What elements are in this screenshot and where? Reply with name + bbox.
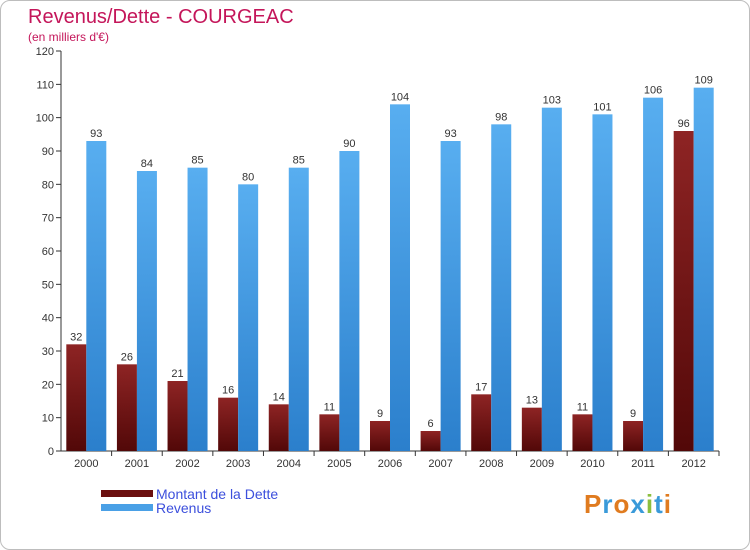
bar-dette (370, 421, 390, 451)
data-label-dette: 14 (273, 391, 285, 403)
y-tick-label: 110 (36, 79, 54, 91)
bar-revenus (440, 141, 461, 451)
bar-revenus (541, 107, 562, 452)
data-label-revenus: 103 (543, 95, 561, 107)
data-label-revenus: 85 (191, 155, 203, 167)
data-label-dette: 26 (121, 351, 133, 363)
bars-group (66, 87, 714, 452)
data-label-dette: 96 (678, 118, 690, 130)
data-label-dette: 21 (171, 368, 183, 380)
bar-revenus (390, 104, 410, 451)
x-tick-label: 2006 (378, 458, 402, 470)
x-tick-label: 2004 (277, 458, 301, 470)
legend-label-debt: Montant de la Dette (156, 486, 279, 502)
data-label-dette: 17 (475, 381, 487, 393)
bar-dette (521, 407, 542, 451)
bar-revenus (288, 167, 309, 451)
data-label-dette: 11 (577, 401, 588, 413)
data-label-revenus: 85 (293, 155, 305, 167)
bar-dette (167, 381, 188, 451)
data-label-revenus: 93 (444, 128, 456, 140)
y-tick-label: 20 (42, 379, 54, 391)
bar-dette (420, 431, 441, 451)
legend-swatch-debt (101, 490, 153, 497)
x-tick-label: 2002 (175, 458, 199, 470)
bar-revenus (187, 167, 208, 451)
x-tick-label: 2011 (631, 458, 655, 470)
x-tick-label: 2009 (530, 458, 554, 470)
data-label-revenus: 109 (695, 75, 713, 87)
y-tick-label: 100 (36, 113, 54, 125)
data-label-dette: 11 (324, 401, 335, 413)
data-label-dette: 13 (526, 395, 538, 407)
data-label-revenus: 93 (90, 128, 102, 140)
y-tick-label: 90 (42, 146, 54, 158)
bar-dette (319, 414, 340, 451)
x-tick-label: 2001 (125, 458, 149, 470)
x-tick-label: 2012 (681, 458, 705, 470)
bar-revenus (592, 114, 613, 451)
y-tick-label: 60 (42, 246, 54, 258)
bar-revenus (238, 184, 259, 452)
chart-title: Revenus/Dette - COURGEAC (28, 6, 294, 28)
data-label-revenus: 104 (391, 91, 409, 103)
bar-dette (572, 414, 593, 451)
y-tick-label: 120 (36, 46, 54, 58)
x-tick-label: 2010 (580, 458, 604, 470)
y-tick-label: 40 (42, 313, 54, 325)
data-label-dette: 16 (222, 385, 234, 397)
x-tick-label: 2005 (327, 458, 351, 470)
bar-revenus (339, 151, 360, 451)
data-label-dette: 32 (70, 331, 82, 343)
bar-dette (66, 344, 87, 451)
y-tick-label: 10 (42, 413, 54, 425)
x-tick-label: 2007 (428, 458, 452, 470)
bar-revenus (693, 87, 714, 452)
data-label-revenus: 90 (343, 138, 355, 150)
y-tick-label: 80 (42, 179, 54, 191)
proxiti-logo: Proxiti (584, 489, 672, 519)
data-label-dette: 9 (377, 408, 383, 420)
y-tick-label: 70 (42, 213, 54, 225)
chart-subtitle: (en milliers d'€) (28, 30, 109, 44)
bar-dette (623, 421, 644, 451)
bar-dette (471, 394, 492, 451)
bar-revenus (86, 141, 107, 451)
data-label-dette: 6 (428, 418, 434, 430)
data-label-revenus: 80 (242, 171, 254, 183)
legend-label-revenus: Revenus (156, 500, 212, 516)
y-tick-label: 0 (48, 446, 54, 458)
x-tick-label: 2003 (226, 458, 250, 470)
bar-revenus (643, 97, 664, 452)
y-tick-label: 50 (42, 279, 54, 291)
data-labels-group: 32 93 26 84 21 85 16 80 14 85 11 90 9 104 6 93 17 98 13 103… (70, 75, 713, 430)
data-label-revenus: 106 (644, 85, 662, 97)
y-tick-label: 30 (42, 346, 54, 358)
bar-dette (116, 364, 137, 451)
bar-dette (218, 397, 239, 451)
data-label-revenus: 98 (495, 111, 507, 123)
data-label-revenus: 101 (593, 101, 611, 113)
bar-revenus (136, 171, 157, 451)
data-label-revenus: 84 (141, 158, 153, 170)
x-tick-label: 2000 (74, 458, 98, 470)
x-tick-label: 2008 (479, 458, 503, 470)
bar-dette (268, 404, 289, 451)
legend-swatch-revenus (101, 504, 153, 511)
bar-dette (673, 131, 694, 451)
bar-revenus (491, 124, 512, 451)
data-label-dette: 9 (630, 408, 636, 420)
